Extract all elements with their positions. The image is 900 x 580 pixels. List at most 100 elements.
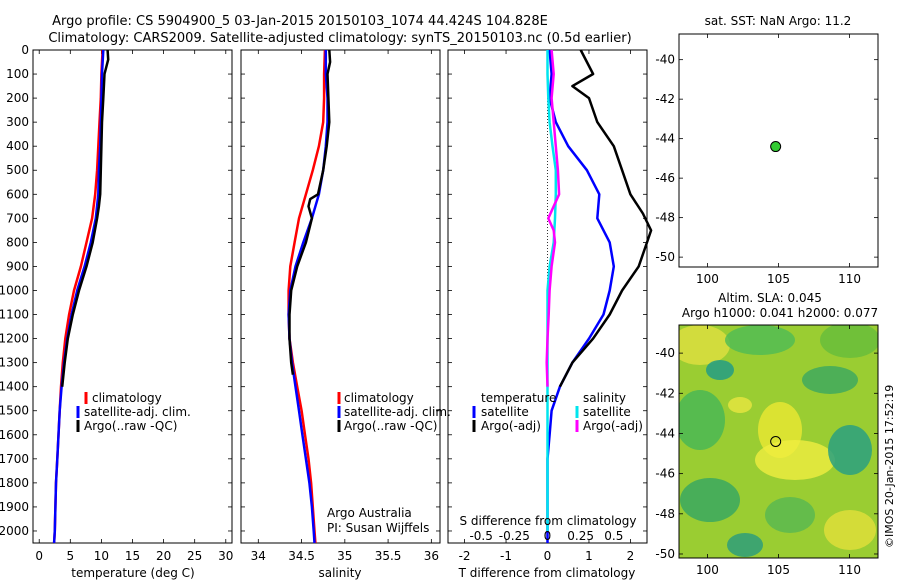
x-tick-label: 100 (696, 272, 719, 286)
sla-title-line-1: Altim. SLA: 0.045 (718, 291, 822, 305)
depth-tick-label: 1200 (0, 332, 29, 346)
depth-tick-label: 200 (6, 91, 29, 105)
x-tick-label: 1 (585, 549, 593, 563)
credit-text: Argo Australia (327, 506, 412, 520)
depth-tick-label: 500 (6, 163, 29, 177)
sla-patch (706, 360, 734, 380)
series-line (545, 49, 561, 387)
legend-header-salinity: salinity (583, 391, 626, 405)
legend-label-climatology: climatology (92, 391, 162, 405)
sla-title-line-2: Argo h1000: 0.041 h2000: 0.077 (682, 306, 878, 320)
x-tick-label: 2 (627, 549, 635, 563)
x-tick-label: 105 (767, 563, 790, 577)
x-tick-label: 36 (424, 549, 439, 563)
depth-tick-label: 1800 (0, 476, 29, 490)
sla-map-ticks: 100 105 110 -40 -42 -44 -46 -48 -50 (655, 325, 878, 577)
temperature-axes (32, 49, 233, 544)
sla-patch (755, 440, 835, 480)
sla-patch (802, 366, 858, 394)
sla-map-points (770, 436, 782, 447)
legend-label-sal-satellite: satellite (583, 405, 631, 419)
depth-tick-label: 1700 (0, 452, 29, 466)
salinity-legend: climatology satellite-adj. clim. Argo(..… (337, 391, 451, 433)
series-line (60, 49, 110, 387)
depth-tick-label: 1000 (0, 283, 29, 297)
depth-tick-label: 1100 (0, 308, 29, 322)
legend-label-argo: Argo(..raw -QC) (84, 419, 177, 433)
sla-patch (828, 425, 872, 475)
depth-tick-label: 700 (6, 211, 29, 225)
sla-patch (727, 533, 763, 557)
x-tick-label: 105 (767, 272, 790, 286)
y-tick-label: -40 (655, 53, 675, 67)
position-map-points (770, 141, 782, 153)
y-tick-label: -44 (655, 426, 675, 440)
sla-patch (824, 510, 876, 550)
x-tick-label: 20 (156, 549, 171, 563)
depth-tick-label: 1600 (0, 428, 29, 442)
y-tick-label: -46 (655, 467, 675, 481)
depth-tick-label: 2000 (0, 524, 29, 538)
argo-position-marker (770, 141, 782, 153)
depth-tick-label: 0 (21, 43, 29, 57)
x-tick-label: 35 (337, 549, 352, 563)
sla-patch (680, 478, 740, 522)
s-difference-label: S difference from climatology (460, 514, 637, 528)
title-line-2: Climatology: CARS2009. Satellite-adjuste… (48, 31, 631, 46)
difference-xlabel: T difference from climatology (458, 566, 636, 580)
imos-stamp: ©IMOS 20-Jan-2015 17:52:19 (883, 385, 896, 548)
s-tick-label: 0.5 (604, 529, 623, 543)
salinity-profiles (287, 49, 332, 544)
y-tick-label: -42 (655, 92, 675, 106)
panel-ticks: 0 5 10 15 20 25 30 34 34.5 35 35.5 36 -2 -1 0 1 2 (33, 49, 647, 563)
sla-patch (679, 390, 725, 450)
y-tick-label: -44 (655, 132, 675, 146)
x-tick-label: 35.5 (375, 549, 402, 563)
salinity-xlabel: salinity (318, 566, 361, 580)
temperature-profiles (52, 49, 110, 544)
legend-label-satellite: satellite-adj. clim. (344, 405, 451, 419)
s-tick-label: -0.5 (469, 529, 492, 543)
legend-label-temp-argo: Argo(-adj) (481, 419, 541, 433)
y-tick-label: -42 (655, 386, 675, 400)
y-tick-label: -46 (655, 171, 675, 185)
s-difference-tick-labels: -0.5 -0.25 0 0.25 0.5 (469, 529, 623, 543)
series-line (288, 49, 332, 375)
y-tick-label: -48 (655, 507, 675, 521)
legend-label-satellite: satellite-adj. clim. (84, 405, 191, 419)
x-tick-label: 34 (251, 549, 266, 563)
sla-patch (679, 325, 730, 365)
x-tick-label: 30 (218, 549, 233, 563)
depth-tick-label: 900 (6, 259, 29, 273)
sla-patch (728, 397, 752, 413)
sla-patch (820, 325, 878, 358)
s-tick-label: 0 (544, 529, 552, 543)
legend-label-sal-argo: Argo(-adj) (583, 419, 643, 433)
argo-position-marker (770, 436, 782, 447)
x-tick-label: -2 (459, 549, 471, 563)
title-line-1: Argo profile: CS 5904900_5 03-Jan-2015 2… (52, 14, 548, 29)
x-tick-label: 100 (696, 563, 719, 577)
x-tick-label: 25 (187, 549, 202, 563)
y-tick-label: -50 (655, 250, 675, 264)
depth-tick-label: 400 (6, 139, 29, 153)
x-tick-label: 5 (66, 549, 74, 563)
x-tick-label: 34.5 (288, 549, 315, 563)
series-line (546, 50, 558, 531)
legend-label-argo: Argo(..raw -QC) (344, 419, 437, 433)
depth-tick-label: 1300 (0, 356, 29, 370)
salinity-axes (240, 49, 441, 544)
x-tick-label: -1 (500, 549, 512, 563)
s-tick-label: 0.25 (567, 529, 594, 543)
legend-label-climatology: climatology (344, 391, 414, 405)
depth-tick-label: 1400 (0, 380, 29, 394)
sla-patch (725, 325, 795, 355)
position-map-title: sat. SST: NaN Argo: 11.2 (705, 14, 852, 28)
y-tick-label: -40 (655, 346, 675, 360)
legend-header-temperature: temperature (481, 391, 556, 405)
x-tick-label: 110 (838, 563, 861, 577)
legend-label-temp-satellite: satellite (481, 405, 529, 419)
depth-tick-label: 1500 (0, 404, 29, 418)
y-tick-label: -50 (655, 547, 675, 561)
